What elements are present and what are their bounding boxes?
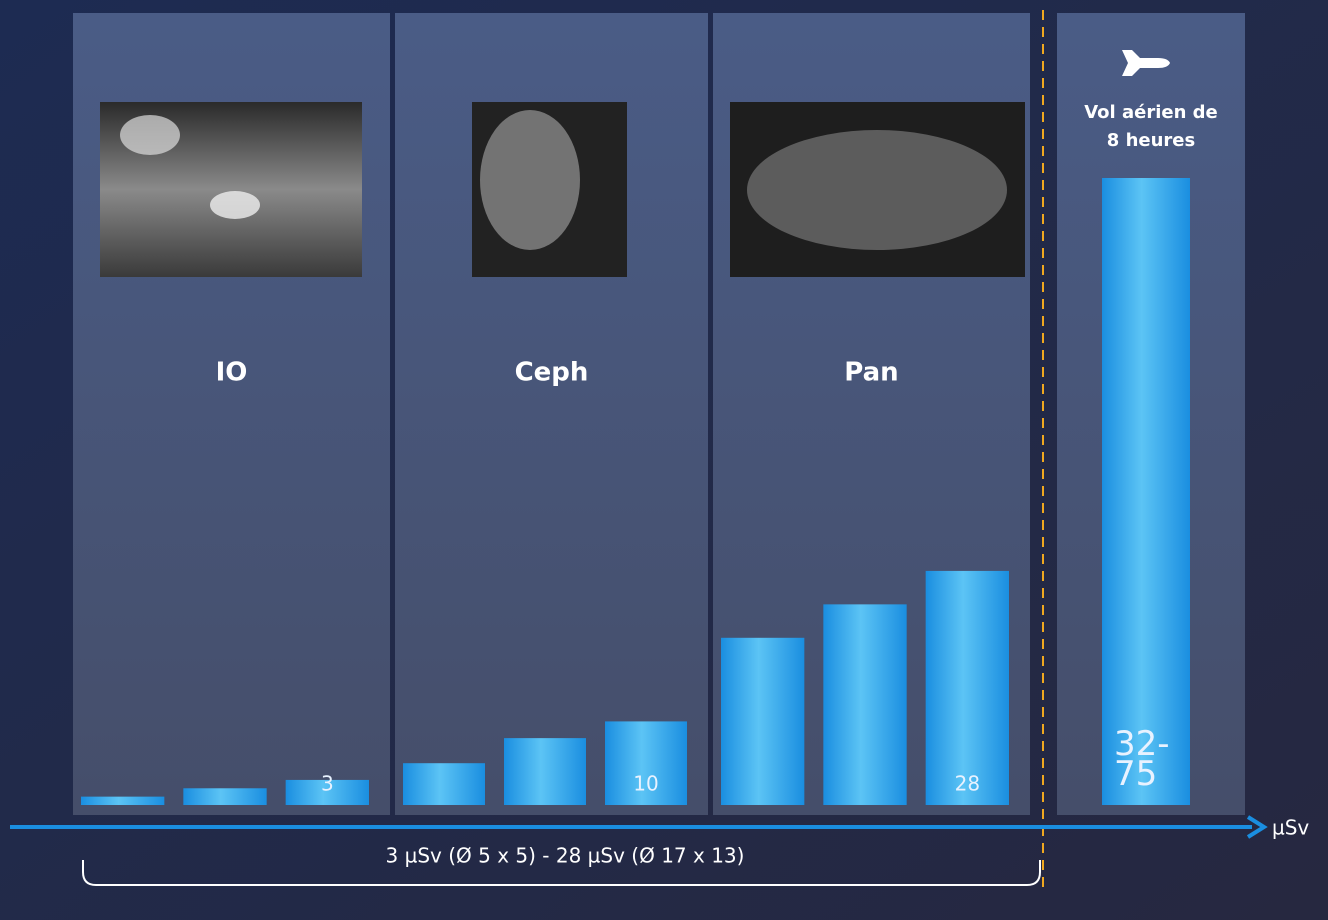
axis-unit: µSv	[1272, 816, 1309, 840]
bar	[403, 763, 485, 805]
bar	[504, 738, 586, 805]
reference-label: 8 heures	[1107, 130, 1195, 151]
plane-icon	[1122, 50, 1170, 76]
bracket	[82, 860, 1041, 886]
bar	[1102, 178, 1190, 805]
xray-images	[100, 102, 1025, 277]
value-label: 3	[321, 772, 334, 796]
bar	[605, 721, 687, 805]
reference-label: Vol aérien de	[1084, 102, 1218, 123]
bar	[925, 570, 1009, 805]
value-label: 32-75	[1114, 724, 1170, 794]
group-label: Pan	[844, 358, 898, 388]
bar	[823, 604, 907, 805]
annotation: 3 µSv (Ø 5 x 5) - 28 µSv (Ø 17 x 13)	[386, 844, 745, 868]
bar	[721, 637, 805, 805]
value-label: 28	[955, 772, 980, 796]
axis-arrow	[1246, 815, 1268, 839]
group-label: IO	[216, 358, 248, 388]
bar	[81, 796, 165, 805]
bar	[285, 779, 369, 805]
group-label: Ceph	[515, 358, 589, 388]
bar	[183, 788, 267, 805]
value-label: 10	[633, 772, 658, 796]
